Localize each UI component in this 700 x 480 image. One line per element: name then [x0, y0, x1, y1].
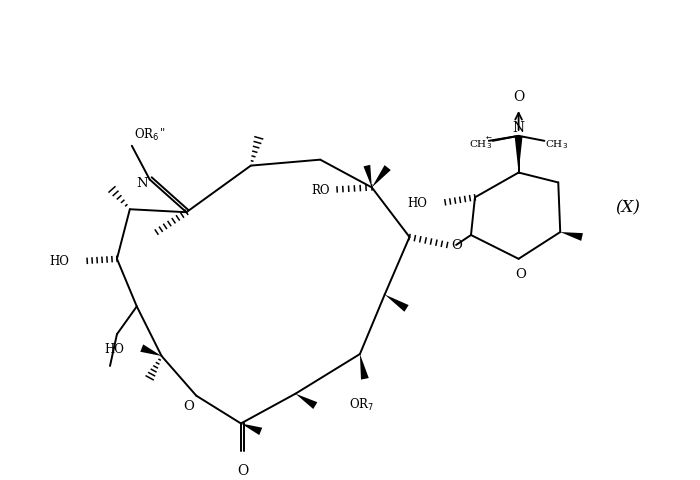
Polygon shape — [140, 345, 162, 356]
Text: OR$_6$: OR$_6$ — [134, 126, 159, 143]
Text: RO: RO — [311, 183, 330, 196]
Text: O: O — [513, 90, 524, 104]
Polygon shape — [560, 233, 583, 241]
Text: O: O — [452, 239, 462, 252]
Polygon shape — [241, 423, 262, 435]
Text: HO: HO — [407, 196, 428, 209]
Text: $\leftarrow$: $\leftarrow$ — [484, 134, 493, 141]
Polygon shape — [514, 137, 523, 173]
Text: N: N — [136, 177, 148, 190]
Polygon shape — [360, 354, 369, 380]
Text: N: N — [512, 120, 525, 134]
Text: CH$_3$: CH$_3$ — [469, 138, 493, 151]
Text: O: O — [515, 267, 526, 280]
Text: HO: HO — [50, 255, 69, 268]
Polygon shape — [295, 394, 317, 409]
Text: O: O — [183, 399, 194, 412]
Polygon shape — [385, 295, 409, 312]
Text: CH$_3$: CH$_3$ — [545, 138, 568, 151]
Text: (X): (X) — [615, 199, 640, 216]
Text: HO: HO — [104, 342, 124, 355]
Polygon shape — [363, 166, 372, 188]
Text: ": " — [160, 127, 164, 137]
Text: OR$_7$: OR$_7$ — [349, 396, 375, 412]
Text: O: O — [237, 463, 248, 477]
Polygon shape — [372, 166, 391, 188]
